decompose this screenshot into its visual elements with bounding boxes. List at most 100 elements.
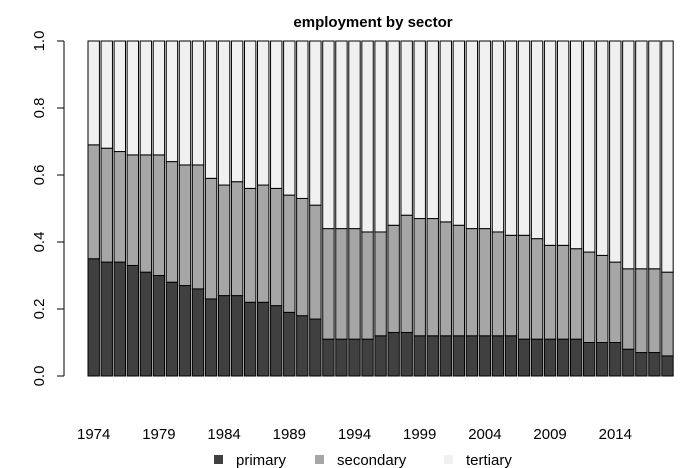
bar-tertiary-1982: [191, 40, 205, 166]
x-tick-label: 1974: [77, 426, 110, 443]
bar-secondary-2008: [530, 238, 544, 340]
bar-tertiary-1992: [322, 40, 335, 230]
bar-tertiary-2011: [569, 40, 583, 250]
bar-tertiary-2015: [622, 40, 635, 270]
x-tick-label: 2004: [468, 426, 501, 443]
bar-secondary-1979: [152, 154, 166, 276]
bar-tertiary-2017: [648, 40, 661, 270]
bar-secondary-2005: [491, 231, 505, 337]
bar-primary-2012: [583, 342, 596, 377]
bar-secondary-1994: [348, 228, 361, 340]
legend-swatch-primary: [214, 455, 223, 464]
y-tick-label: 0.2: [31, 299, 48, 320]
bar-primary-1981: [178, 285, 192, 377]
bar-primary-2005: [491, 335, 505, 377]
bar-secondary-2006: [504, 234, 518, 337]
bar-secondary-1983: [204, 177, 218, 300]
bar-tertiary-1987: [257, 40, 270, 186]
legend-label-primary: primary: [236, 452, 287, 468]
x-tick-label: 1984: [207, 426, 240, 443]
bar-primary-2004: [478, 335, 492, 377]
bar-primary-1986: [243, 301, 257, 377]
bar-tertiary-1976: [113, 40, 126, 153]
bar-tertiary-2002: [452, 40, 466, 226]
bar-primary-2001: [439, 335, 452, 377]
bar-secondary-2016: [635, 268, 648, 354]
bar-tertiary-2004: [478, 40, 492, 230]
bar-secondary-1974: [87, 144, 100, 260]
bar-primary-1998: [400, 331, 413, 377]
bar-secondary-2001: [439, 221, 452, 337]
bar-secondary-1981: [178, 164, 192, 287]
bar-tertiary-1993: [335, 40, 348, 230]
bar-tertiary-2016: [635, 40, 648, 270]
bar-tertiary-2003: [465, 40, 479, 230]
bar-secondary-1988: [270, 187, 283, 307]
bar-secondary-2003: [465, 228, 479, 337]
bar-secondary-2010: [556, 244, 570, 340]
legend-label-secondary: secondary: [337, 452, 407, 468]
bar-primary-1991: [309, 318, 322, 377]
bar-primary-1983: [204, 298, 218, 377]
bar-tertiary-1985: [230, 40, 244, 183]
bar-secondary-1982: [191, 164, 205, 290]
x-tick-label: 2014: [599, 426, 632, 443]
x-tick-label: 1994: [338, 426, 371, 443]
bar-primary-2014: [609, 342, 622, 377]
bar-tertiary-2000: [426, 40, 439, 220]
bar-tertiary-1995: [361, 40, 374, 233]
bar-secondary-2015: [622, 268, 635, 350]
bar-tertiary-1984: [217, 40, 231, 186]
bar-secondary-2011: [569, 248, 583, 340]
y-tick-label: 0.6: [31, 165, 48, 186]
bar-tertiary-2010: [556, 40, 570, 246]
bar-secondary-1978: [139, 154, 153, 273]
bar-primary-1980: [165, 281, 179, 377]
bar-primary-1977: [126, 264, 140, 377]
bar-primary-1975: [100, 261, 113, 377]
bar-tertiary-2005: [491, 40, 505, 233]
bar-secondary-2004: [478, 228, 492, 337]
bar-tertiary-1980: [165, 40, 179, 163]
bar-tertiary-1978: [139, 40, 153, 156]
bar-primary-2006: [504, 335, 518, 377]
bar-tertiary-2014: [609, 40, 622, 263]
legend-label-tertiary: tertiary: [466, 452, 512, 468]
bar-primary-2002: [452, 335, 466, 377]
bar-secondary-2002: [452, 224, 466, 337]
x-tick-label: 2009: [533, 426, 566, 443]
y-tick-label: 1.0: [31, 31, 48, 52]
bar-secondary-1989: [283, 194, 296, 313]
y-tick-label: 0.8: [31, 98, 48, 119]
bar-tertiary-1983: [204, 40, 218, 179]
bar-tertiary-1991: [309, 40, 322, 206]
bar-primary-1990: [296, 315, 309, 377]
bar-primary-1995: [361, 338, 374, 377]
bar-tertiary-2006: [504, 40, 518, 236]
bar-tertiary-2001: [439, 40, 452, 223]
bar-secondary-1996: [374, 231, 387, 337]
bar-secondary-1993: [335, 228, 348, 340]
bar-primary-2017: [648, 352, 661, 377]
bar-secondary-2012: [583, 251, 596, 343]
legend: primary secondary tertiary: [214, 452, 512, 468]
bar-secondary-2014: [609, 261, 622, 344]
bar-secondary-1984: [217, 184, 231, 297]
bar-tertiary-1999: [413, 40, 426, 220]
bar-secondary-1998: [400, 214, 413, 333]
bar-primary-1976: [113, 261, 126, 377]
bar-tertiary-2012: [583, 40, 596, 253]
bar-primary-2015: [622, 348, 635, 377]
bar-secondary-1990: [296, 197, 309, 317]
bar-tertiary-1998: [400, 40, 413, 216]
bar-tertiary-1974: [87, 40, 100, 146]
bar-tertiary-2009: [543, 40, 557, 246]
bar-secondary-1991: [309, 204, 322, 320]
bar-secondary-2013: [596, 254, 609, 343]
bar-secondary-1999: [413, 218, 426, 337]
bar-primary-2003: [465, 335, 479, 377]
bar-primary-1985: [230, 295, 244, 377]
bar-tertiary-1988: [270, 40, 283, 189]
bar-primary-1997: [387, 331, 400, 377]
